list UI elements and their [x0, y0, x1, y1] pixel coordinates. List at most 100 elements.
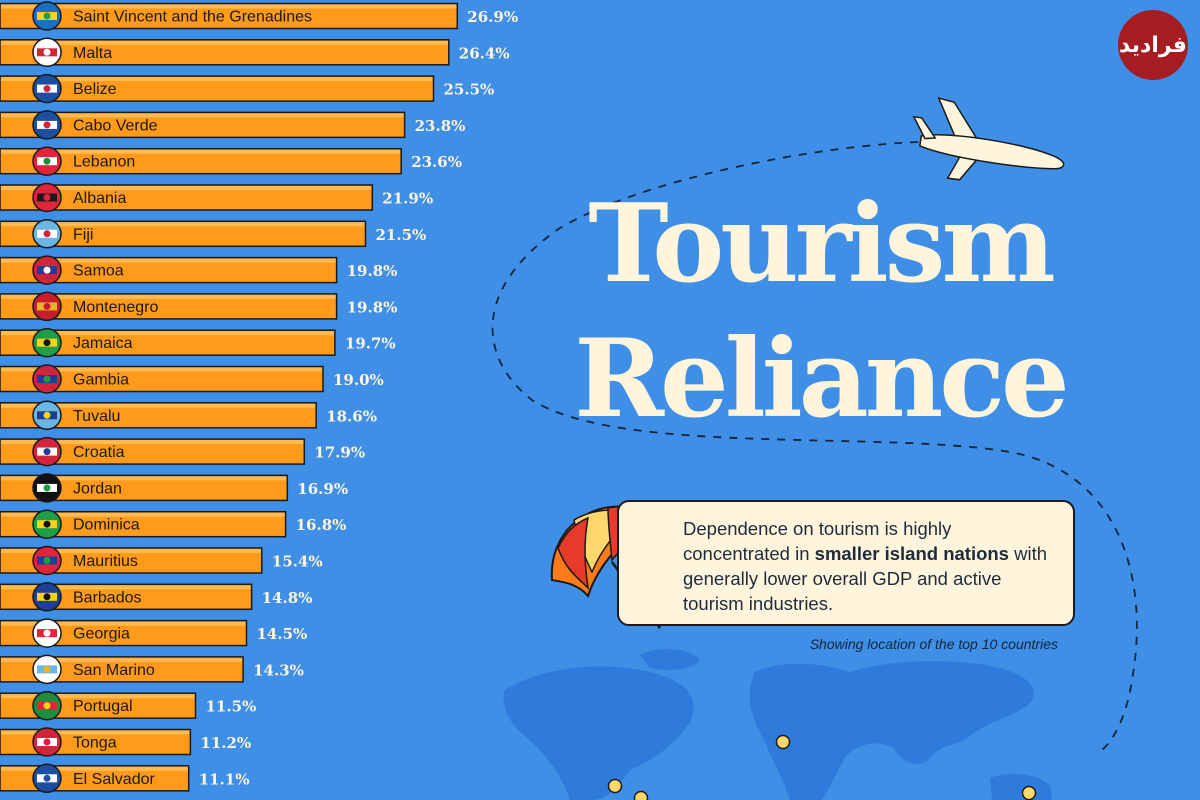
bar-value-label: 21.9% [382, 190, 433, 208]
bar-value-label: 17.9% [314, 444, 365, 462]
bar-label: Tuvalu [73, 408, 120, 425]
flag-emblem [43, 557, 51, 564]
bar-value-label: 14.3% [253, 661, 304, 679]
bar-highlight [1, 657, 243, 662]
bar-value-label: 16.8% [296, 516, 347, 534]
bar-highlight [1, 113, 404, 118]
bar-label: Portugal [73, 698, 133, 715]
bar-highlight [1, 512, 285, 517]
bar-value-label: 11.5% [206, 698, 257, 716]
bar-highlight [1, 766, 188, 771]
bar-value-label: 16.9% [297, 480, 348, 498]
flag-emblem [43, 48, 51, 56]
map-note: Showing location of the top 10 countries [809, 636, 1058, 652]
publisher-logo: فرادید [1118, 10, 1188, 80]
bar-label: Jordan [73, 480, 122, 497]
flag-emblem [43, 302, 51, 310]
bar-highlight [1, 367, 322, 372]
bar-label: Cabo Verde [73, 117, 158, 134]
bar-value-label: 11.1% [199, 770, 250, 788]
world-map [503, 648, 1052, 800]
flag-emblem [43, 339, 51, 347]
bar-highlight [1, 294, 336, 299]
bar-label: Barbados [73, 589, 142, 606]
bar-highlight [1, 331, 334, 336]
flag-emblem [43, 448, 51, 456]
bar-highlight [1, 149, 401, 154]
callout-text-before: Dependence on tourism is highly concentr… [683, 518, 952, 564]
bar-highlight [1, 694, 195, 699]
bar-label: Jamaica [73, 335, 133, 352]
bar-value-label: 19.8% [347, 262, 398, 280]
bar-label: El Salvador [73, 771, 155, 788]
flag-emblem [43, 593, 51, 601]
bar-highlight [1, 222, 365, 227]
flag-emblem [43, 411, 51, 419]
bar-value-label: 18.6% [326, 407, 377, 425]
title-line-1: Tourism [588, 181, 1056, 307]
flag-emblem [43, 194, 51, 201]
bar-label: Dominica [73, 517, 140, 534]
bar-label: Gambia [73, 372, 129, 389]
flag-emblem [43, 157, 51, 165]
bar-label: Belize [73, 81, 117, 98]
bar-highlight [1, 440, 304, 445]
flight-path [491, 141, 1138, 753]
callout-highlight: smaller island nations [814, 543, 1009, 564]
bar-label: Mauritius [73, 553, 138, 570]
flag-emblem [43, 121, 51, 129]
bar-highlight [1, 4, 457, 9]
bar-highlight [1, 621, 246, 626]
bar-highlight [1, 403, 316, 408]
flag-emblem [43, 12, 51, 20]
flag-emblem [43, 629, 51, 637]
bar-value-label: 26.9% [467, 8, 518, 26]
bar-label: Georgia [73, 626, 130, 643]
flag-emblem [43, 375, 51, 383]
bar-highlight [1, 258, 336, 263]
bar-value-label: 25.5% [444, 81, 495, 99]
flag-emblem [43, 85, 51, 93]
bar-value-label: 19.7% [345, 335, 396, 353]
bar-highlight [1, 77, 433, 82]
bar-highlight [1, 730, 190, 735]
bar-value-label: 11.2% [200, 734, 251, 752]
bar-label: Fiji [73, 226, 93, 243]
flag-emblem [43, 774, 51, 782]
flag-emblem [43, 266, 51, 274]
bar-value-label: 19.0% [333, 371, 384, 389]
bar-value-label: 14.8% [262, 589, 313, 607]
bar-label: Montenegro [73, 299, 158, 316]
bar-highlight [1, 585, 251, 590]
callout-text-after: with generally lower overall GDP and act… [683, 543, 1048, 614]
bar-value-label: 15.4% [272, 553, 323, 571]
bar-label: Malta [73, 45, 112, 62]
bar-highlight [1, 186, 372, 190]
bar-value-label: 19.8% [347, 298, 398, 316]
title-line-2: Reliance [574, 316, 1070, 442]
bar-label: Saint Vincent and the Grenadines [73, 9, 312, 26]
flag-emblem [43, 230, 51, 238]
map-markers [607, 734, 1037, 800]
bar-label: San Marino [73, 662, 155, 679]
bar-highlight [1, 40, 448, 45]
bar-label: Croatia [73, 444, 125, 461]
flag-emblem [43, 738, 51, 746]
bar-chart: Saint Vincent and the Grenadines 26.9% Mal… [0, 1, 518, 794]
flag-emblem [43, 484, 51, 492]
bar-value-label: 23.6% [411, 153, 462, 171]
callout-box: Dependence on tourism is highly concentr… [617, 500, 1075, 626]
bar-label: Lebanon [73, 154, 135, 171]
bar-label: Albania [73, 190, 126, 207]
bar-highlight [1, 549, 261, 553]
bar-highlight [1, 476, 287, 481]
bar-label: Tonga [73, 735, 117, 752]
airplane-icon [912, 96, 1065, 181]
bar-value-label: 26.4% [459, 44, 510, 62]
flag-emblem [43, 520, 51, 528]
flag-emblem [43, 702, 51, 710]
bar-value-label: 23.8% [415, 117, 466, 135]
bar-value-label: 14.5% [257, 625, 308, 643]
bar-label: Samoa [73, 263, 124, 280]
flag-emblem [43, 665, 51, 673]
